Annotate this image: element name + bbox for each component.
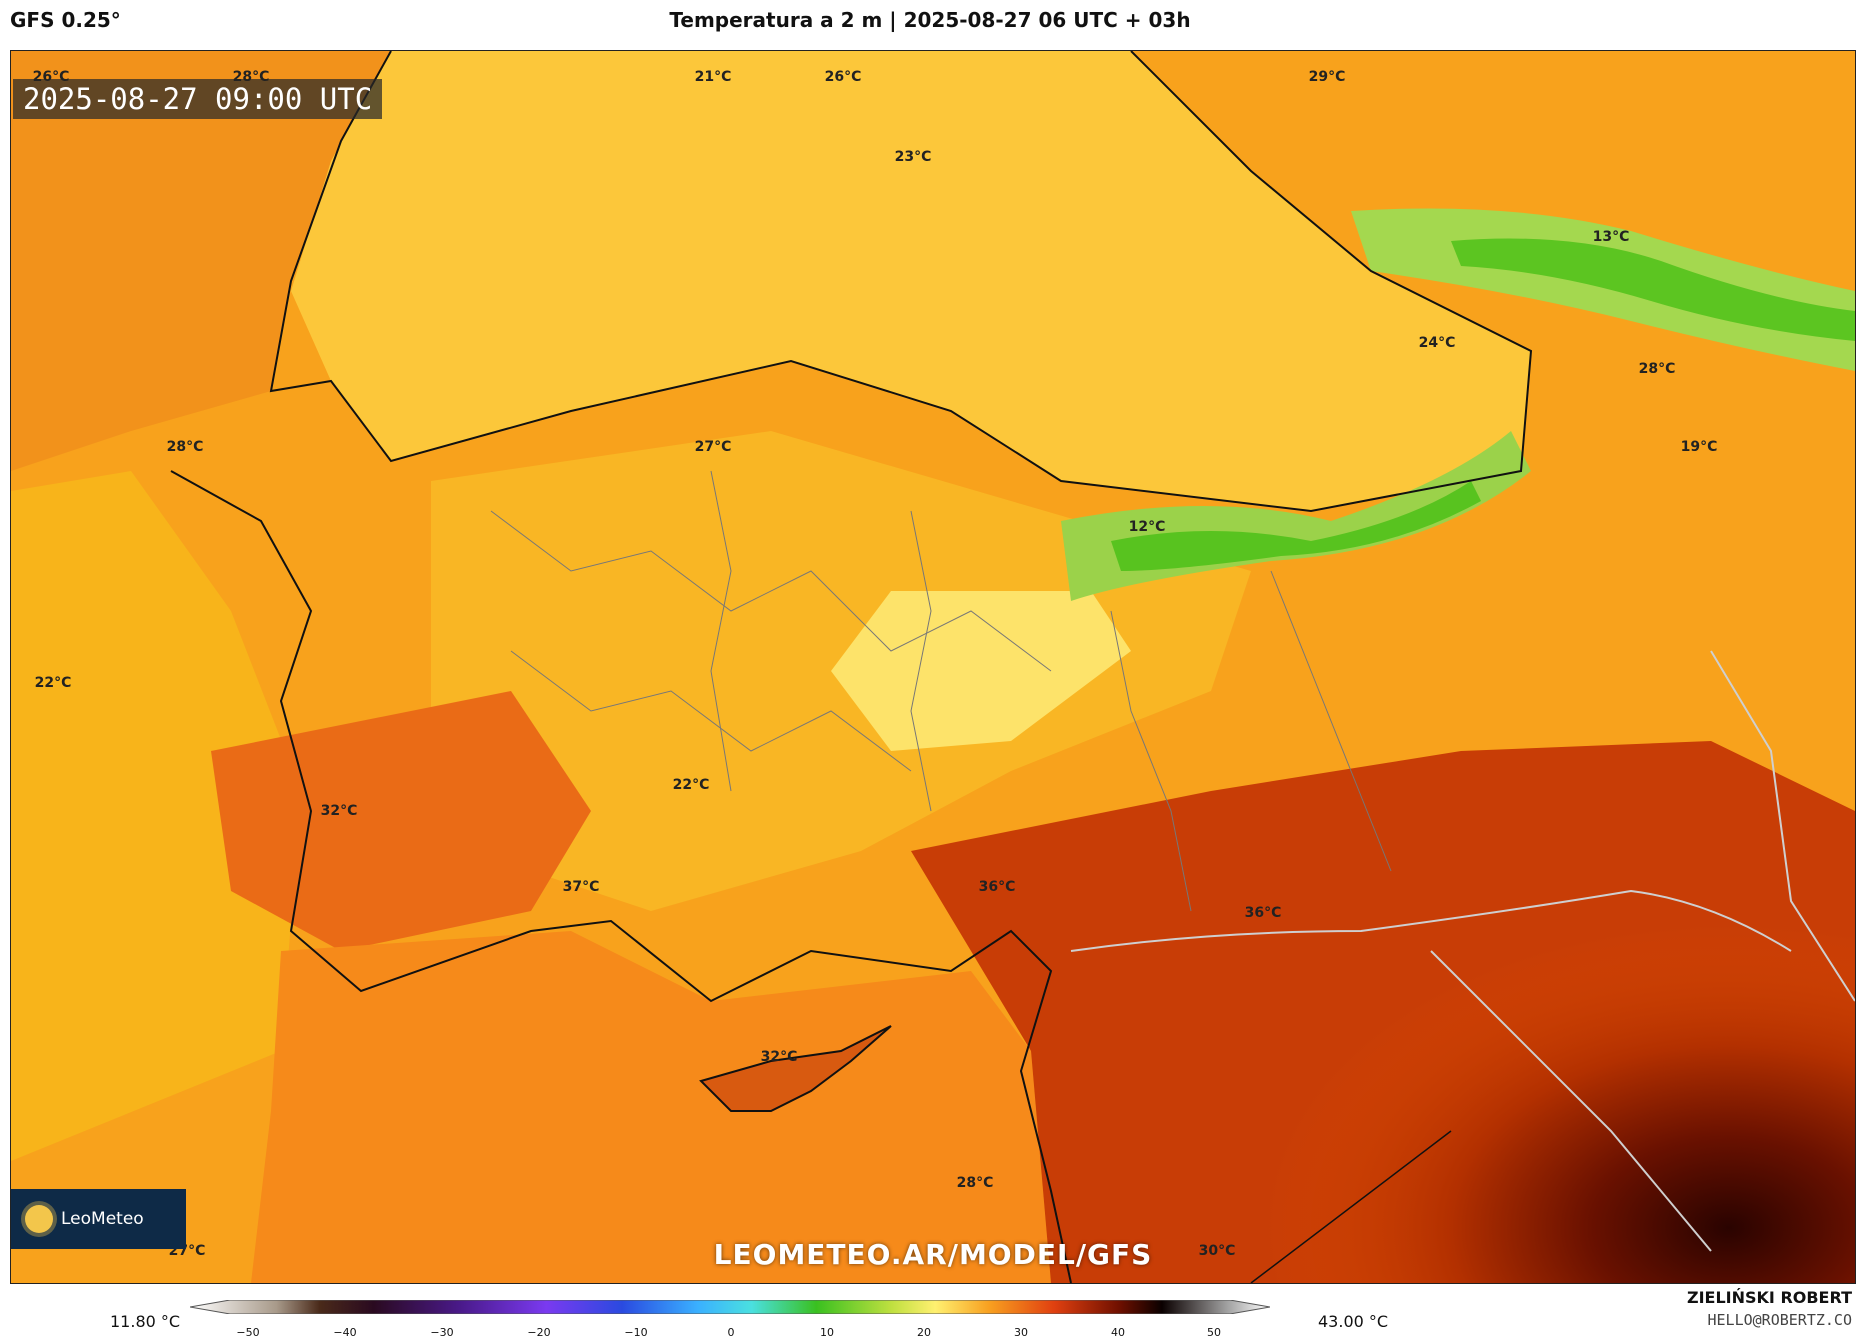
sun-icon (25, 1205, 53, 1233)
author-email: HELLO@ROBERTZ.CO (1707, 1311, 1853, 1329)
black-sea (291, 51, 1531, 511)
scale-tick: 30 (1014, 1326, 1028, 1339)
province-line (1110, 610, 1192, 912)
temp-label: 27°C (694, 439, 732, 455)
scale-tick: 20 (917, 1326, 931, 1339)
scale-tick: −30 (430, 1326, 454, 1339)
black-sea-coastline (269, 51, 1533, 513)
temp-label: 28°C (166, 439, 204, 455)
cyprus (699, 1025, 892, 1112)
temp-label: 37°C (562, 879, 600, 895)
temp-label: 32°C (760, 1049, 798, 1065)
southeast-extreme (1011, 731, 1855, 1283)
temp-label: 26°C (824, 69, 862, 85)
legend-min-value: 11.80 °C (110, 1312, 181, 1331)
temp-label: 28°C (956, 1175, 994, 1191)
temp-label: 36°C (978, 879, 1016, 895)
border-line (1250, 1130, 1452, 1283)
balkans-region (11, 51, 391, 471)
temp-label: 32°C (320, 803, 358, 819)
temp-label: 23°C (894, 149, 932, 165)
temp-label: 24°C (1418, 335, 1456, 351)
temp-label: 28°C (1638, 361, 1676, 377)
province-line (510, 650, 912, 772)
border-line (1430, 950, 1712, 1252)
mediterranean-sea (251, 931, 1051, 1283)
temp-label: 29°C (1308, 69, 1346, 85)
legend-max-value: 43.00 °C (1318, 1312, 1389, 1331)
scale-tick: −50 (236, 1326, 260, 1339)
scale-tick: −40 (333, 1326, 357, 1339)
scale-tick: 0 (727, 1326, 735, 1339)
central-anatolia-cool (831, 591, 1131, 751)
color-scale-bar (190, 1300, 1270, 1314)
temp-label: 21°C (694, 69, 732, 85)
southwest-warm (211, 691, 591, 951)
temp-label: 12°C (1128, 519, 1166, 535)
temp-label: 22°C (672, 777, 710, 793)
province-line (490, 510, 1052, 672)
scale-tick: 40 (1111, 1326, 1125, 1339)
pontic-coldest-band (1111, 481, 1481, 571)
temp-label: 36°C (1244, 905, 1282, 921)
scale-tick: −20 (527, 1326, 551, 1339)
temperature-map[interactable]: 2025-08-27 09:00 UTC 26°C 28°C 21°C 26°C… (10, 50, 1856, 1284)
aegean-sea (11, 471, 301, 1161)
border-line (1070, 889, 1792, 952)
scale-tick: 50 (1207, 1326, 1221, 1339)
temp-label: 28°C (232, 69, 270, 85)
leometeo-logo: LeoMeteo (11, 1189, 186, 1249)
scale-tick: 10 (820, 1326, 834, 1339)
province-line (1270, 570, 1392, 872)
map-title: Temperatura a 2 m | 2025-08-27 06 UTC + … (669, 8, 1191, 32)
border-line (1710, 650, 1855, 1002)
temp-label: 19°C (1680, 439, 1718, 455)
temp-label: 26°C (32, 69, 70, 85)
temp-label: 30°C (1198, 1243, 1236, 1259)
logo-text: LeoMeteo (61, 1209, 144, 1229)
mediterranean-coastline (170, 470, 1072, 1283)
temp-label: 13°C (1592, 229, 1630, 245)
caucasus-coldest-band (1451, 238, 1855, 341)
model-name: GFS 0.25° (10, 8, 121, 32)
watermark-url: LEOMETEO.AR/MODEL/GFS (713, 1238, 1153, 1271)
province-line (910, 510, 932, 812)
author-name: ZIELIŃSKI ROBERT (1686, 1288, 1852, 1307)
temp-label: 22°C (34, 675, 72, 691)
map-canvas (11, 51, 1855, 1283)
scale-tick: −10 (624, 1326, 648, 1339)
valid-time-badge: 2025-08-27 09:00 UTC (13, 79, 383, 119)
province-line (710, 470, 732, 792)
